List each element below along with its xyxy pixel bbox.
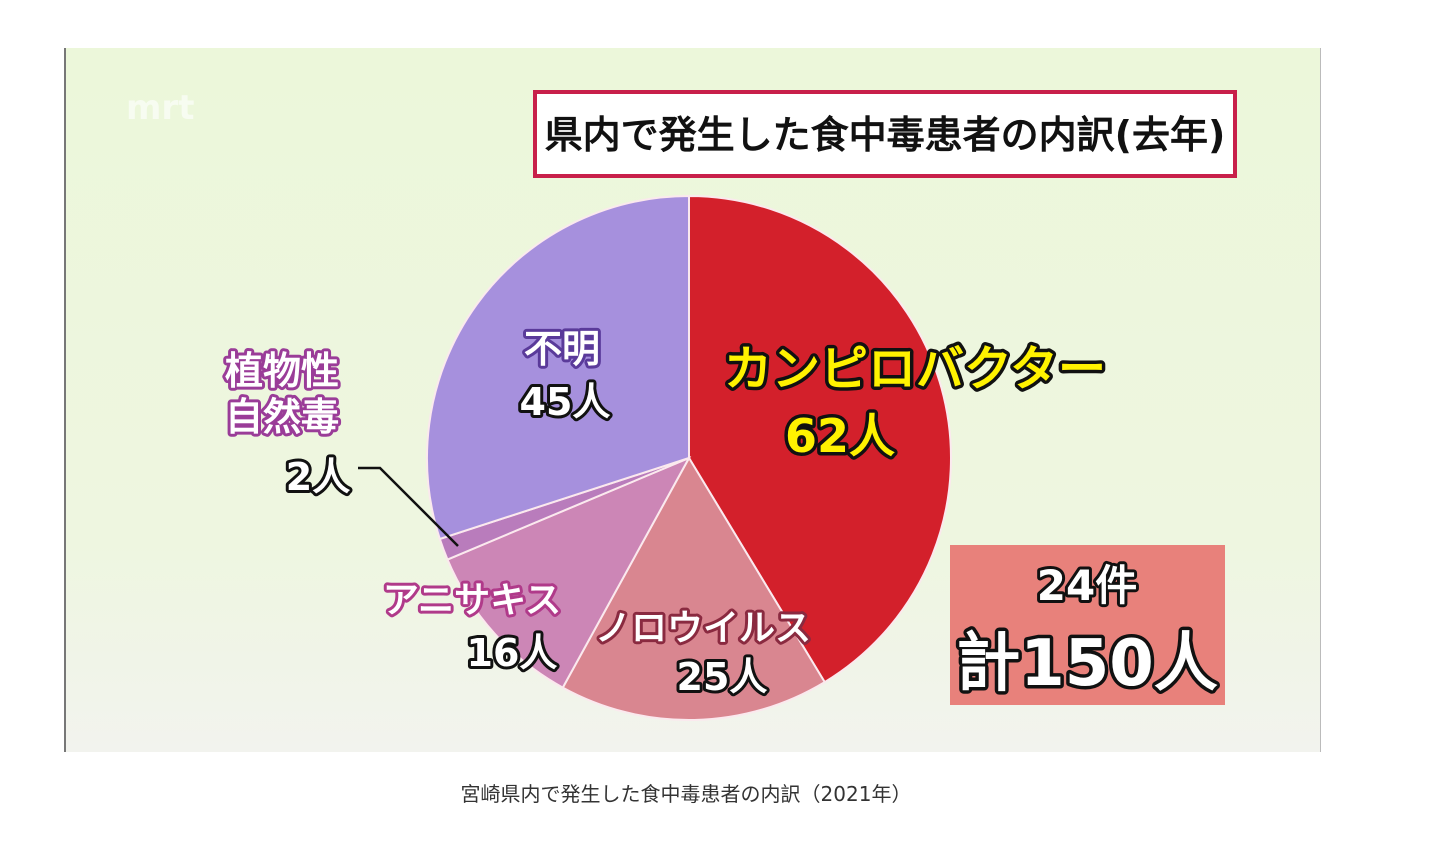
figure-caption: 宮崎県内で発生した食中毒患者の内訳（2021年） [460, 782, 912, 806]
leader-line-plant-toxin [358, 466, 459, 547]
slice-label-plant-toxin-1: 植物性 [225, 349, 339, 393]
summary-total: 計150人 [956, 627, 1218, 701]
slice-label-anisakis: アニサキス [383, 580, 561, 621]
slice-value-plant-toxin: 2人 [286, 455, 350, 499]
slice-value-anisakis: 16人 [467, 631, 558, 675]
slice-label-plant-toxin-2: 自然毒 [225, 395, 339, 439]
pie-slice-0 [688, 194, 952, 684]
chart-title: 県内で発生した食中毒患者の内訳(去年) [545, 113, 1226, 157]
summary-box [950, 545, 1225, 705]
title-box [533, 90, 1237, 178]
pie-slices [426, 194, 952, 721]
watermark-logo: mrt [126, 88, 195, 128]
slice-value-norovirus: 25人 [677, 655, 768, 699]
slice-value-unknown: 45人 [520, 380, 611, 424]
slice-label-unknown: 不明 [524, 327, 600, 371]
summary-cases: 24件 [1037, 561, 1137, 610]
slice-label-campylobacter: カンピロバクター [724, 341, 1106, 397]
pie-slice-4 [426, 194, 690, 541]
slice-label-norovirus: ノロウイルス [595, 608, 811, 649]
slice-value-campylobacter: 62人 [785, 409, 895, 463]
pie-slice-2 [446, 455, 692, 689]
pie-slice-1 [561, 456, 827, 721]
